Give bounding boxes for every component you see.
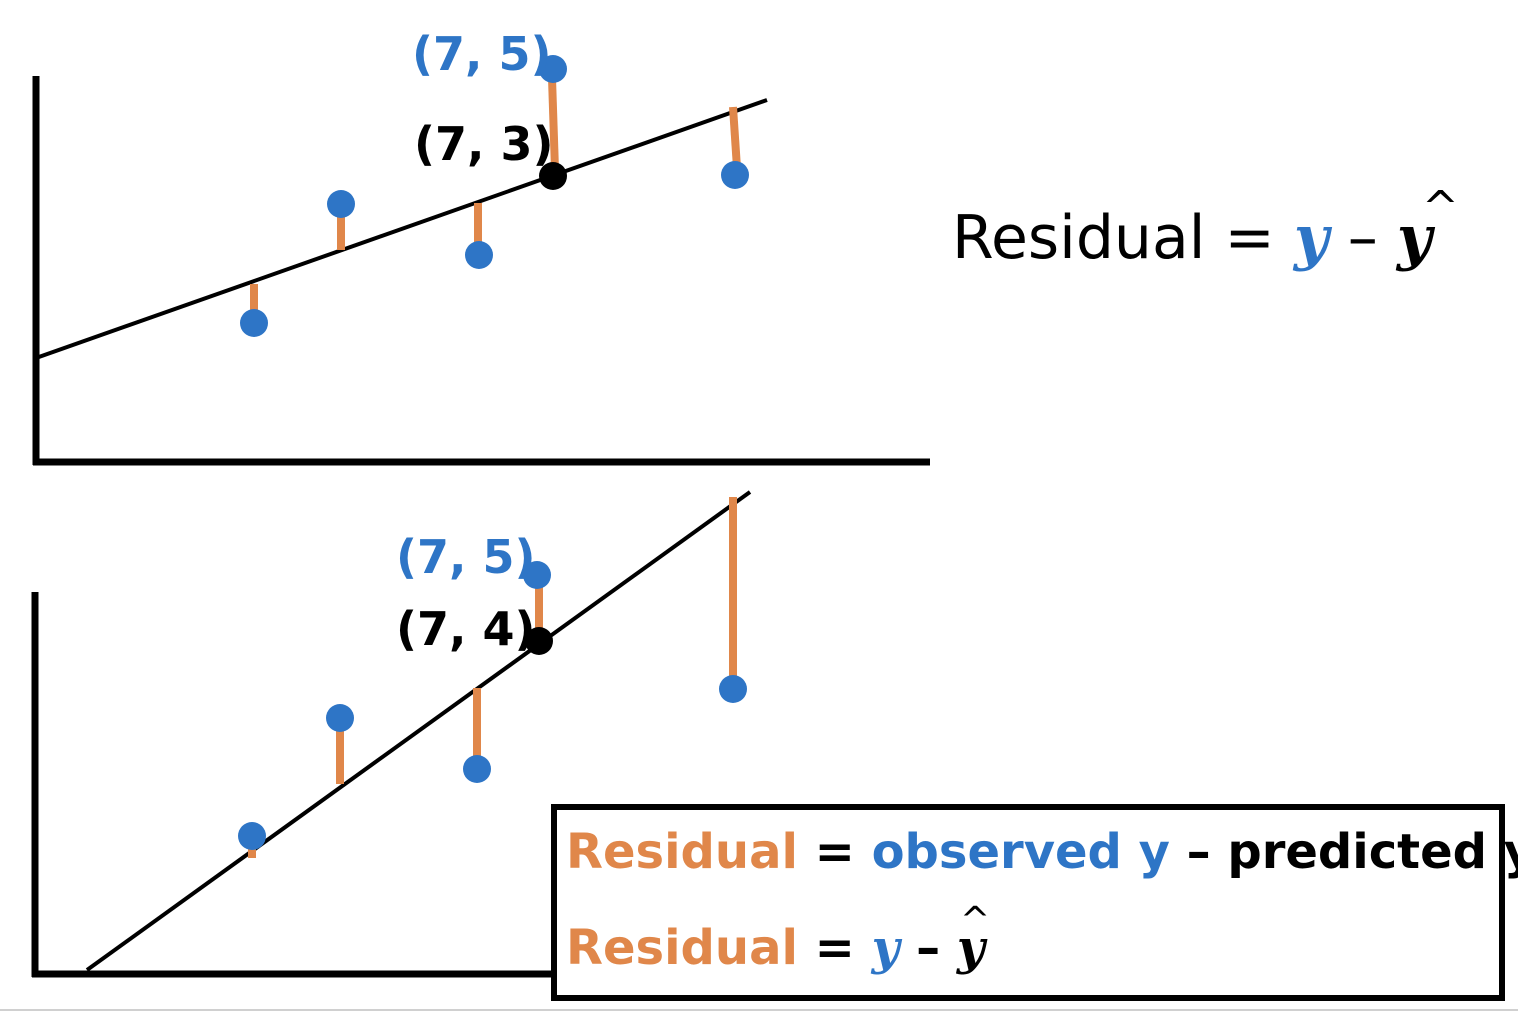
svg-text:Residual = y – y: Residual = y – y [952, 203, 1436, 273]
residual-formula: Residual = y – y ^ [952, 182, 1459, 273]
top-observed-label: (7, 5) [412, 27, 552, 81]
bottom-predicted-label: (7, 4) [396, 602, 536, 656]
formula-predicted-y: y [1395, 203, 1436, 273]
box-line1-minus: – [1170, 824, 1227, 880]
box-line2-hat-icon: ^ [960, 900, 990, 941]
bottom-observed-point [719, 675, 747, 703]
bottom-observed-label: (7, 5) [396, 530, 536, 584]
bottom-observed-point [463, 755, 491, 783]
bottom-regression-line [85, 490, 752, 972]
top-observed-point [721, 161, 749, 189]
formula-minus: – [1329, 203, 1397, 273]
box-line2-minus: – [899, 920, 956, 976]
bottom-predicted-point [525, 627, 553, 655]
box-line1-predicted: predicted y [1227, 824, 1518, 880]
box-line2-predicted-y: y [956, 920, 988, 976]
formula-observed-y: y [1292, 203, 1333, 273]
box-line2-residual: Residual [566, 920, 798, 976]
definition-box-border [551, 804, 1505, 1001]
box-line1-residual: Residual [566, 824, 798, 880]
top-plot: (7, 5) (7, 3) [32, 27, 930, 466]
top-observed-point [327, 190, 355, 218]
top-residual-5 [729, 106, 741, 169]
svg-text:Residual = y – y: Residual = y – y [566, 920, 988, 976]
box-line1-observed: observed y [872, 824, 1170, 880]
top-observed-point [465, 241, 493, 269]
top-regression-line [35, 98, 768, 360]
top-observed-point [539, 55, 567, 83]
box-line2-observed-y: y [871, 920, 903, 976]
bottom-plot: (7, 5) (7, 4) [31, 490, 752, 978]
box-line1-equals: = [798, 824, 872, 880]
bottom-observed-point [326, 704, 354, 732]
bottom-observed-point [523, 561, 551, 589]
svg-text:Residual = observed y – predic: Residual = observed y – predicted y [566, 824, 1518, 880]
top-observed-point [240, 309, 268, 337]
box-line2-equals: = [798, 920, 872, 976]
top-predicted-point [539, 162, 567, 190]
bottom-observed-point [238, 822, 266, 850]
top-predicted-label: (7, 3) [414, 117, 554, 171]
top-residual-4 [548, 77, 559, 171]
formula-prefix: Residual = [952, 203, 1294, 273]
definition-box: Residual = observed y – predicted y Resi… [551, 804, 1518, 1001]
formula-hat-icon: ^ [1422, 182, 1459, 233]
